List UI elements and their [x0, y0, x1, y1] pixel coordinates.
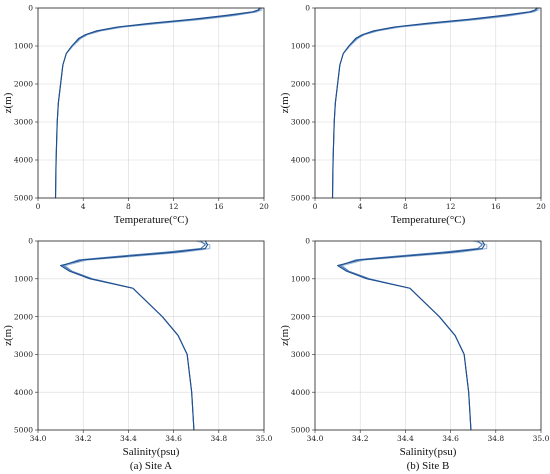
y-tick-label: 5000 — [291, 194, 310, 203]
x-tick-label: 8 — [403, 202, 408, 211]
x-axis-label: Temperature(°C) — [391, 214, 466, 226]
x-tick-label: 34.4 — [120, 434, 137, 443]
y-tick-label: 2000 — [291, 312, 310, 321]
x-tick-label: 34.6 — [442, 434, 459, 443]
x-tick-label: 34.6 — [165, 434, 182, 443]
x-tick-label: 34.0 — [307, 434, 324, 443]
y-tick-label: 3000 — [14, 350, 33, 359]
series-line — [54, 7, 263, 199]
x-tick-label: 12 — [169, 202, 179, 211]
x-tick-label: 0 — [36, 202, 41, 211]
y-tick-label: 3000 — [291, 350, 310, 359]
series-line — [339, 240, 483, 431]
plot-frame — [37, 7, 265, 199]
y-tick-label: 5000 — [14, 194, 33, 203]
chart-sal-a: 34.0 34.2 34.4 34.6 34.8 35.0 0 1000 2000 3000 400… — [2, 237, 273, 472]
panel-caption: (a) Site A — [130, 460, 172, 472]
y-axis-label: z(m) — [279, 92, 291, 113]
series-line — [54, 7, 261, 199]
y-tick-label: 5000 — [14, 426, 33, 435]
plot-frame — [314, 240, 542, 431]
x-axis-label: Temperature(°C) — [114, 214, 189, 226]
series-line — [331, 7, 539, 199]
plot-frame — [37, 240, 265, 431]
y-tick-label: 1000 — [291, 275, 310, 284]
y-axis-label: z(m) — [2, 325, 14, 346]
x-tick-label: 20 — [259, 202, 269, 211]
x-axis-label: Salinity(psu) — [123, 446, 180, 458]
series-line — [337, 240, 486, 431]
plot-frame — [314, 7, 542, 199]
y-tick-label: 1000 — [291, 42, 310, 51]
grid — [37, 240, 265, 431]
y-tick-label: 4000 — [291, 388, 310, 397]
x-tick-label: 35.0 — [533, 434, 550, 443]
y-tick-label: 1000 — [14, 275, 33, 284]
x-tick-label: 34.2 — [75, 434, 92, 443]
x-tick-label: 34.0 — [30, 434, 47, 443]
series-line — [64, 240, 211, 431]
x-tick-label: 4 — [358, 202, 363, 211]
grid — [314, 7, 542, 199]
y-tick-label: 4000 — [14, 156, 33, 165]
y-tick-label: 0 — [28, 4, 33, 13]
series-line — [54, 7, 262, 199]
y-tick-label: 5000 — [291, 426, 310, 435]
x-tick-label: 12 — [446, 202, 456, 211]
x-tick-label: 34.2 — [352, 434, 369, 443]
x-axis-label: Salinity(psu) — [400, 446, 457, 458]
panel-caption: (b) Site B — [407, 460, 450, 472]
x-tick-label: 34.8 — [487, 434, 504, 443]
series-line — [60, 240, 209, 431]
y-axis-label: z(m) — [279, 325, 291, 346]
x-tick-label: 34.8 — [210, 434, 227, 443]
series-line — [62, 240, 206, 431]
y-axis-label: z(m) — [2, 92, 14, 113]
series-line — [331, 7, 540, 199]
x-tick-label: 0 — [313, 202, 318, 211]
y-tick-label: 2000 — [14, 80, 33, 89]
y-tick-label: 3000 — [14, 118, 33, 127]
y-tick-label: 0 — [28, 237, 33, 246]
y-tick-label: 0 — [305, 4, 310, 13]
x-tick-label: 34.4 — [397, 434, 414, 443]
y-tick-label: 0 — [305, 237, 310, 246]
y-tick-label: 4000 — [14, 388, 33, 397]
y-tick-label: 2000 — [14, 312, 33, 321]
grid — [37, 7, 265, 199]
y-tick-label: 3000 — [291, 118, 310, 127]
x-tick-label: 20 — [536, 202, 546, 211]
y-tick-label: 1000 — [14, 42, 33, 51]
series-line — [341, 240, 488, 431]
x-tick-label: 4 — [81, 202, 86, 211]
y-tick-label: 2000 — [291, 80, 310, 89]
x-tick-label: 8 — [126, 202, 131, 211]
series-line — [331, 7, 538, 199]
chart-temp-b: 0 4 8 12 16 20 0 1000 2000 3000 4000 5000 Temperatur… — [279, 4, 546, 226]
x-tick-label: 35.0 — [256, 434, 273, 443]
grid — [314, 240, 542, 431]
chart-sal-b: 34.0 34.2 34.4 34.6 34.8 35.0 0 1000 2000 3000 400… — [279, 237, 550, 472]
chart-temp-a: 0 4 8 12 16 20 0 1000 2000 3000 4000 5000 Temperatur… — [2, 4, 269, 226]
y-tick-label: 4000 — [291, 156, 310, 165]
x-tick-label: 16 — [491, 202, 501, 211]
x-tick-label: 16 — [214, 202, 224, 211]
